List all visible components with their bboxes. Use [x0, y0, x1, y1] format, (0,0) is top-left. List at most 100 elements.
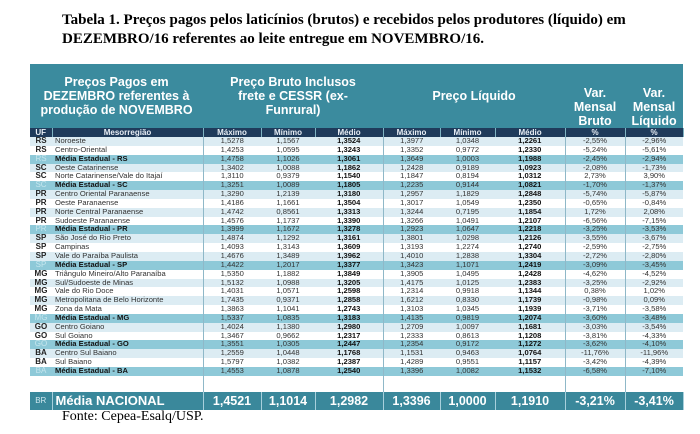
- cell-bruto-minimo: 1,0571: [261, 287, 316, 297]
- cell-var-bruto: -2,55%: [565, 137, 626, 146]
- cell-bruto-minimo: 1,1041: [261, 305, 316, 314]
- cell-var-bruto: -4,62%: [565, 269, 626, 279]
- cell-liquido-minimo: 1,1071: [440, 260, 496, 270]
- cell-bruto-minimo: 1,1292: [261, 234, 316, 244]
- cell-mesorregiao: Metropolitana de Belo Horizonte: [52, 296, 204, 306]
- cell-mesorregiao: Sul Baiano: [52, 358, 204, 367]
- cell-bruto-maximo: 1,4253: [203, 145, 262, 155]
- table-row: MG Vale do Rio Doce 1,4031 1,0571 1,2598 1,23…: [30, 287, 684, 297]
- state-average-row: BA Média Estadual - BA 1,4553 1,0878 1,2540 1…: [30, 366, 684, 376]
- cell-liquido-medio: 1,1681: [495, 322, 566, 332]
- national-liquido-medio: 1,1910: [495, 391, 566, 410]
- cell-mesorregiao: Média Estadual - GO: [52, 340, 204, 350]
- cell-liquido-medio: 1,2350: [495, 198, 566, 208]
- cell-bruto-maximo: 1,5350: [203, 269, 262, 279]
- cell-bruto-minimo: 1,3143: [261, 243, 316, 252]
- cell-bruto-medio: 1,3390: [315, 216, 384, 226]
- cell-mesorregiao: Média Estadual - RS: [52, 154, 204, 164]
- cell-bruto-maximo: 1,4874: [203, 234, 262, 244]
- cell-liquido-minimo: 0,8330: [440, 296, 496, 306]
- cell-var-bruto: -5,24%: [565, 145, 626, 155]
- cell-var-liquido: -3,58%: [625, 305, 684, 314]
- col-header-bruto-maximo: Máximo: [203, 128, 262, 137]
- cell-bruto-medio: 1,1862: [315, 163, 384, 173]
- cell-bruto-medio: 1,2387: [315, 358, 384, 367]
- cell-bruto-maximo: 1,5278: [203, 137, 262, 146]
- cell-var-liquido: -3,54%: [625, 322, 684, 332]
- cell-liquido-medio: 1,2428: [495, 269, 566, 279]
- cell-uf: PR: [30, 190, 52, 199]
- cell-bruto-medio: 1,2447: [315, 340, 384, 350]
- cell-uf: MG: [30, 313, 52, 323]
- cell-bruto-medio: 1,2317: [315, 331, 384, 341]
- cell-var-liquido: 0,09%: [625, 296, 684, 306]
- cell-liquido-minimo: 0,9144: [440, 181, 496, 191]
- cell-liquido-minimo: 1,0003: [440, 154, 496, 164]
- cell-liquido-medio: 1,1739: [495, 296, 566, 306]
- cell-bruto-medio: 1,3377: [315, 260, 384, 270]
- cell-liquido-maximo: 1,3396: [383, 366, 441, 376]
- cell-var-bruto: -6,58%: [565, 366, 626, 376]
- cell-liquido-minimo: 0,9819: [440, 313, 496, 323]
- cell-bruto-maximo: 1,5797: [203, 358, 262, 367]
- cell-var-liquido: -2,94%: [625, 154, 684, 164]
- national-bruto-maximo: 1,4521: [203, 391, 262, 410]
- header-preco-liquido: Preço Líquido: [383, 64, 566, 128]
- col-header-bruto-medio: Médio: [315, 128, 384, 137]
- cell-mesorregiao: Vale do Rio Doce: [52, 287, 204, 297]
- cell-liquido-minimo: 1,0647: [440, 225, 496, 235]
- col-header-liquido-medio: Médio: [495, 128, 566, 137]
- cell-bruto-minimo: 0,9379: [261, 172, 316, 182]
- cell-bruto-medio: 1,1805: [315, 181, 384, 191]
- cell-liquido-maximo: 1,3266: [383, 216, 441, 226]
- cell-mesorregiao: Oeste Catarinense: [52, 163, 204, 173]
- cell-uf: GO: [30, 331, 52, 341]
- cell-liquido-medio: 1,2126: [495, 234, 566, 244]
- header-var-liquido: Var. Mensal Líquido: [625, 64, 684, 128]
- state-average-row: GO Média Estadual - GO 1,3551 1,0305 1,2447 1…: [30, 340, 684, 350]
- cell-liquido-maximo: 1,3801: [383, 234, 441, 244]
- cell-bruto-minimo: 1,0448: [261, 349, 316, 359]
- cell-var-liquido: 3,90%: [625, 172, 684, 182]
- cell-var-bruto: -11,76%: [565, 349, 626, 359]
- cell-var-liquido: -4,39%: [625, 358, 684, 367]
- cell-uf: GO: [30, 340, 52, 350]
- col-header-uf: UF: [30, 128, 53, 137]
- cell-liquido-maximo: 1,2957: [383, 190, 441, 199]
- cell-bruto-maximo: 1,2559: [203, 349, 262, 359]
- table-title: Tabela 1. Preços pagos pelos laticínios …: [62, 12, 626, 47]
- cell-uf: SC: [30, 181, 52, 191]
- cell-bruto-maximo: 1,3467: [203, 331, 262, 341]
- cell-bruto-medio: 1,3061: [315, 154, 384, 164]
- cell-liquido-medio: 1,2107: [495, 216, 566, 226]
- cell-uf: MG: [30, 269, 52, 279]
- table-row: SP Vale do Paraíba Paulista 1,4676 1,3489 1,…: [30, 251, 684, 261]
- table-row: RS Noroeste 1,5278 1,1567 1,3524 1,3977 1,0348…: [30, 137, 684, 146]
- col-header-mesorregiao: Mesorregião: [52, 128, 204, 137]
- state-average-row: SC Média Estadual - SC 1,3251 1,0089 1,1805 1…: [30, 181, 684, 191]
- cell-var-bruto: -5,74%: [565, 190, 626, 199]
- table-row: MG Metropolitana de Belo Horizonte 1,7435 0…: [30, 296, 684, 306]
- cell-bruto-minimo: 1,0088: [261, 163, 316, 173]
- cell-bruto-medio: 1,1768: [315, 349, 384, 359]
- cell-liquido-minimo: 1,0345: [440, 305, 496, 314]
- cell-liquido-medio: 1,2740: [495, 243, 566, 252]
- cell-liquido-medio: 1,0821: [495, 181, 566, 191]
- cell-liquido-medio: 1,0312: [495, 172, 566, 182]
- cell-bruto-minimo: 1,0089: [261, 181, 316, 191]
- cell-mesorregiao: Triângulo Mineiro/Alto Paranaíba: [52, 269, 204, 279]
- cell-mesorregiao: Norte Central Paranaense: [52, 207, 204, 217]
- cell-liquido-maximo: 1,3244: [383, 207, 441, 217]
- cell-bruto-minimo: 1,0382: [261, 358, 316, 367]
- cell-mesorregiao: Média Estadual - SC: [52, 181, 204, 191]
- cell-liquido-minimo: 1,0097: [440, 322, 496, 332]
- cell-var-bruto: -2,08%: [565, 163, 626, 173]
- cell-bruto-maximo: 1,4031: [203, 287, 262, 297]
- cell-uf: PR: [30, 216, 52, 226]
- col-header-bruto-minimo: Mínimo: [261, 128, 316, 137]
- cell-liquido-medio: 1,2330: [495, 145, 566, 155]
- cell-var-bruto: -3,81%: [565, 331, 626, 341]
- cell-var-liquido: -7,15%: [625, 216, 684, 226]
- cell-var-liquido: -2,75%: [625, 243, 684, 252]
- cell-liquido-minimo: 1,0125: [440, 278, 496, 288]
